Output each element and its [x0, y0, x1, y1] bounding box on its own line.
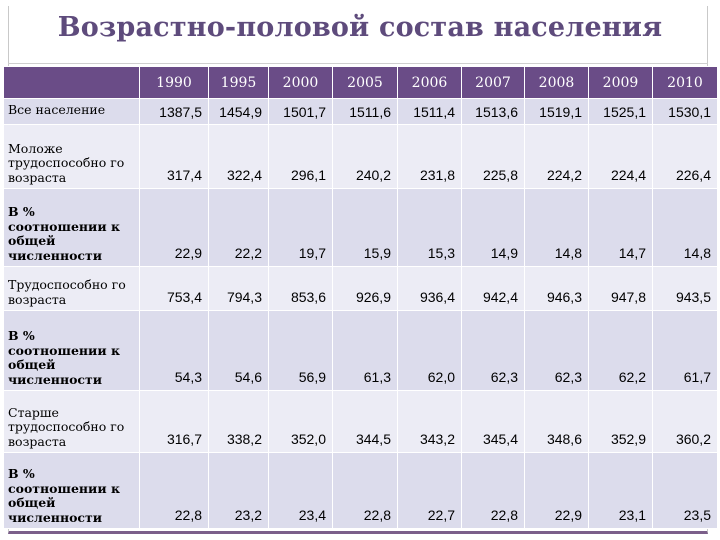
table-cell: 62,0	[397, 310, 462, 391]
header-corner-cell	[3, 66, 140, 99]
table-cell: 794,3	[208, 266, 269, 311]
row-label: Моложе трудоспособно го возраста	[3, 124, 140, 189]
table-row: В % соотношении к общей численности 54,3…	[3, 310, 718, 391]
title-divider	[8, 63, 708, 64]
table-cell: 936,4	[397, 266, 462, 311]
table-row: В % соотношении к общей численности 22,8…	[3, 452, 718, 529]
table-cell: 23,5	[652, 452, 718, 529]
year-header: 1995	[208, 66, 269, 99]
table-cell: 23,4	[268, 452, 333, 529]
table-cell: 61,3	[332, 310, 398, 391]
row-label: В % соотношении к общей численности	[3, 188, 140, 267]
year-header: 2009	[588, 66, 653, 99]
table-cell: 14,8	[652, 188, 718, 267]
table-cell: 231,8	[397, 124, 462, 189]
table-cell: 1530,1	[652, 98, 718, 125]
table-cell: 15,3	[397, 188, 462, 267]
table-row: Старше трудоспособно го возраста 316,7 3…	[3, 390, 718, 453]
table-cell: 22,8	[461, 452, 525, 529]
table-cell: 22,8	[139, 452, 209, 529]
table-cell: 15,9	[332, 188, 398, 267]
table-cell: 1511,6	[332, 98, 398, 125]
table-cell: 1513,6	[461, 98, 525, 125]
table-cell: 947,8	[588, 266, 653, 311]
row-label: Все население	[3, 98, 140, 125]
table-cell: 1387,5	[139, 98, 209, 125]
table-cell: 56,9	[268, 310, 333, 391]
table-cell: 348,6	[524, 390, 589, 453]
table-cell: 338,2	[208, 390, 269, 453]
table-cell: 853,6	[268, 266, 333, 311]
table-cell: 317,4	[139, 124, 209, 189]
table-cell: 22,2	[208, 188, 269, 267]
table-cell: 942,4	[461, 266, 525, 311]
table-cell: 19,7	[268, 188, 333, 267]
table-cell: 343,2	[397, 390, 462, 453]
table-cell: 22,9	[524, 452, 589, 529]
year-header: 2008	[524, 66, 589, 99]
table-row: Моложе трудоспособно го возраста 317,4 3…	[3, 124, 718, 189]
table-cell: 62,3	[524, 310, 589, 391]
table-cell: 352,0	[268, 390, 333, 453]
year-header: 2006	[397, 66, 462, 99]
table-cell: 14,9	[461, 188, 525, 267]
table-cell: 62,3	[461, 310, 525, 391]
table-cell: 22,7	[397, 452, 462, 529]
year-header: 2005	[332, 66, 398, 99]
table-cell: 224,4	[588, 124, 653, 189]
table-cell: 14,8	[524, 188, 589, 267]
table-header-row: 1990 1995 2000 2005 2006 2007 2008 2009 …	[3, 66, 718, 99]
row-label: Трудоспособно го возраста	[3, 266, 140, 311]
table-cell: 240,2	[332, 124, 398, 189]
table-row: Трудоспособно го возраста 753,4 794,3 85…	[3, 266, 718, 311]
table-cell: 14,7	[588, 188, 653, 267]
table-cell: 23,1	[588, 452, 653, 529]
table-cell: 926,9	[332, 266, 398, 311]
table-cell: 225,8	[461, 124, 525, 189]
table-cell: 345,4	[461, 390, 525, 453]
table-cell: 344,5	[332, 390, 398, 453]
table-cell: 296,1	[268, 124, 333, 189]
year-header: 2007	[461, 66, 525, 99]
year-header: 1990	[139, 66, 209, 99]
population-table: 1990 1995 2000 2005 2006 2007 2008 2009 …	[3, 66, 718, 529]
table-cell: 22,8	[332, 452, 398, 529]
table-cell: 61,7	[652, 310, 718, 391]
table-cell: 1519,1	[524, 98, 589, 125]
table-cell: 54,3	[139, 310, 209, 391]
year-header: 2010	[652, 66, 718, 99]
row-label: В % соотношении к общей численности	[3, 452, 140, 529]
table-row: В % соотношении к общей численности 22,9…	[3, 188, 718, 267]
year-header: 2000	[268, 66, 333, 99]
table-cell: 1525,1	[588, 98, 653, 125]
table-cell: 322,4	[208, 124, 269, 189]
table-row: Все население 1387,5 1454,9 1501,7 1511,…	[3, 98, 718, 125]
table-cell: 316,7	[139, 390, 209, 453]
table-cell: 943,5	[652, 266, 718, 311]
table-cell: 352,9	[588, 390, 653, 453]
table-cell: 224,2	[524, 124, 589, 189]
table-cell: 1511,4	[397, 98, 462, 125]
table-cell: 946,3	[524, 266, 589, 311]
table-cell: 226,4	[652, 124, 718, 189]
table-cell: 23,2	[208, 452, 269, 529]
row-label: В % соотношении к общей численности	[3, 310, 140, 391]
table-cell: 54,6	[208, 310, 269, 391]
table-cell: 62,2	[588, 310, 653, 391]
table-cell: 22,9	[139, 188, 209, 267]
table-cell: 1454,9	[208, 98, 269, 125]
table-cell: 360,2	[652, 390, 718, 453]
table-cell: 753,4	[139, 266, 209, 311]
slide-title: Возрастно-половой состав населения	[57, 12, 663, 43]
row-label: Старше трудоспособно го возраста	[3, 390, 140, 453]
table-cell: 1501,7	[268, 98, 333, 125]
